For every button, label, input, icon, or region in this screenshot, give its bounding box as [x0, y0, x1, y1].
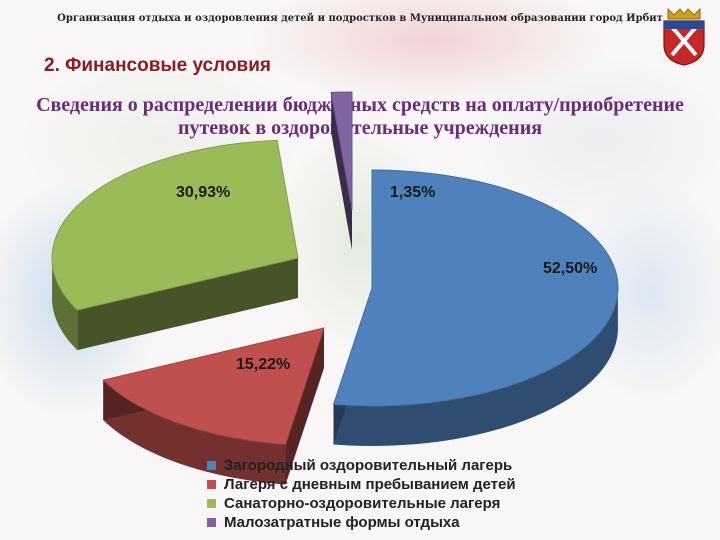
data-label-1: 15,22% — [236, 356, 290, 373]
chart-legend: Загородный оздоровительный лагерь Лагеря … — [207, 456, 516, 532]
chart-title: Сведения о распределении бюджетных средс… — [36, 94, 684, 139]
pie-slice-cut-face-2-0 — [77, 258, 298, 351]
data-label-2: 30,93% — [176, 184, 230, 201]
legend-label-2: Санаторно-оздоровительные лагеря — [224, 495, 501, 512]
pie-slice-side-1 — [103, 380, 286, 485]
legend-swatch-3 — [207, 518, 216, 527]
legend-swatch-1 — [207, 480, 216, 489]
data-label-0: 52,50% — [543, 260, 597, 277]
legend-entry-0: Загородный оздоровительный лагерь — [207, 456, 516, 475]
legend-label-1: Лагеря с дневным пребыванием детей — [224, 476, 516, 493]
pie-slice-0 — [332, 169, 619, 407]
pie-slice-side-0 — [333, 284, 618, 446]
legend-swatch-2 — [207, 499, 216, 508]
pie-slice-3 — [330, 91, 353, 211]
pie-slice-side-2 — [52, 254, 78, 351]
irbit-coat-of-arms-icon — [663, 7, 705, 66]
pie-slice-cut-face-3-0 — [331, 92, 352, 250]
legend-entry-1: Лагеря с дневным пребыванием детей — [207, 475, 516, 494]
data-label-3: 1,35% — [390, 184, 435, 201]
organization-header: Организация отдыха и оздоровления детей … — [57, 13, 663, 24]
section-title: 2. Финансовые условия — [44, 55, 271, 76]
pie-slice-1 — [102, 327, 325, 446]
pie-slice-2 — [51, 139, 299, 311]
legend-entry-2: Санаторно-оздоровительные лагеря — [207, 494, 516, 513]
legend-label-3: Малозатратные формы отдыха — [224, 514, 460, 531]
legend-entry-3: Малозатратные формы отдыха — [207, 513, 516, 532]
legend-swatch-0 — [207, 461, 216, 470]
legend-label-0: Загородный оздоровительный лагерь — [224, 457, 513, 474]
